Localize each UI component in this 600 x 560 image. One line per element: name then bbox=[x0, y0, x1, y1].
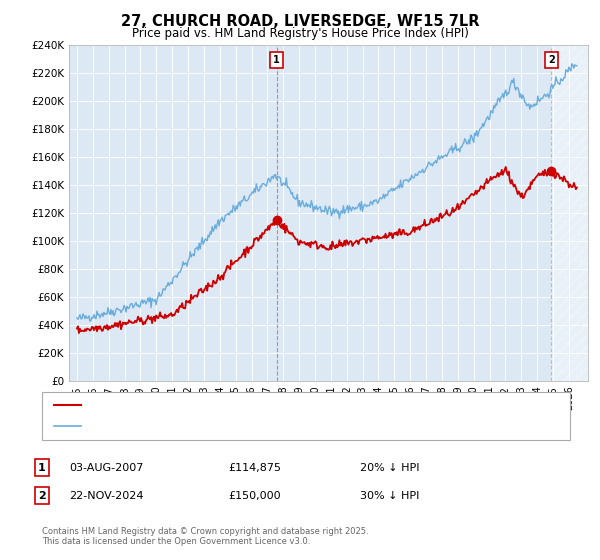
Text: Contains HM Land Registry data © Crown copyright and database right 2025.
This d: Contains HM Land Registry data © Crown c… bbox=[42, 526, 368, 546]
Text: 03-AUG-2007: 03-AUG-2007 bbox=[69, 463, 143, 473]
Text: £114,875: £114,875 bbox=[228, 463, 281, 473]
Text: HPI: Average price, semi-detached house, Kirklees: HPI: Average price, semi-detached house,… bbox=[87, 421, 350, 431]
Text: £150,000: £150,000 bbox=[228, 491, 281, 501]
Text: 27, CHURCH ROAD, LIVERSEDGE, WF15 7LR: 27, CHURCH ROAD, LIVERSEDGE, WF15 7LR bbox=[121, 14, 479, 29]
Text: 2: 2 bbox=[548, 55, 555, 65]
Text: 2: 2 bbox=[38, 491, 46, 501]
Text: 1: 1 bbox=[273, 55, 280, 65]
Text: 30% ↓ HPI: 30% ↓ HPI bbox=[360, 491, 419, 501]
Text: Price paid vs. HM Land Registry's House Price Index (HPI): Price paid vs. HM Land Registry's House … bbox=[131, 27, 469, 40]
Text: 1: 1 bbox=[38, 463, 46, 473]
Text: 20% ↓ HPI: 20% ↓ HPI bbox=[360, 463, 419, 473]
Text: 27, CHURCH ROAD, LIVERSEDGE, WF15 7LR (semi-detached house): 27, CHURCH ROAD, LIVERSEDGE, WF15 7LR (s… bbox=[87, 400, 439, 410]
Text: 22-NOV-2024: 22-NOV-2024 bbox=[69, 491, 143, 501]
